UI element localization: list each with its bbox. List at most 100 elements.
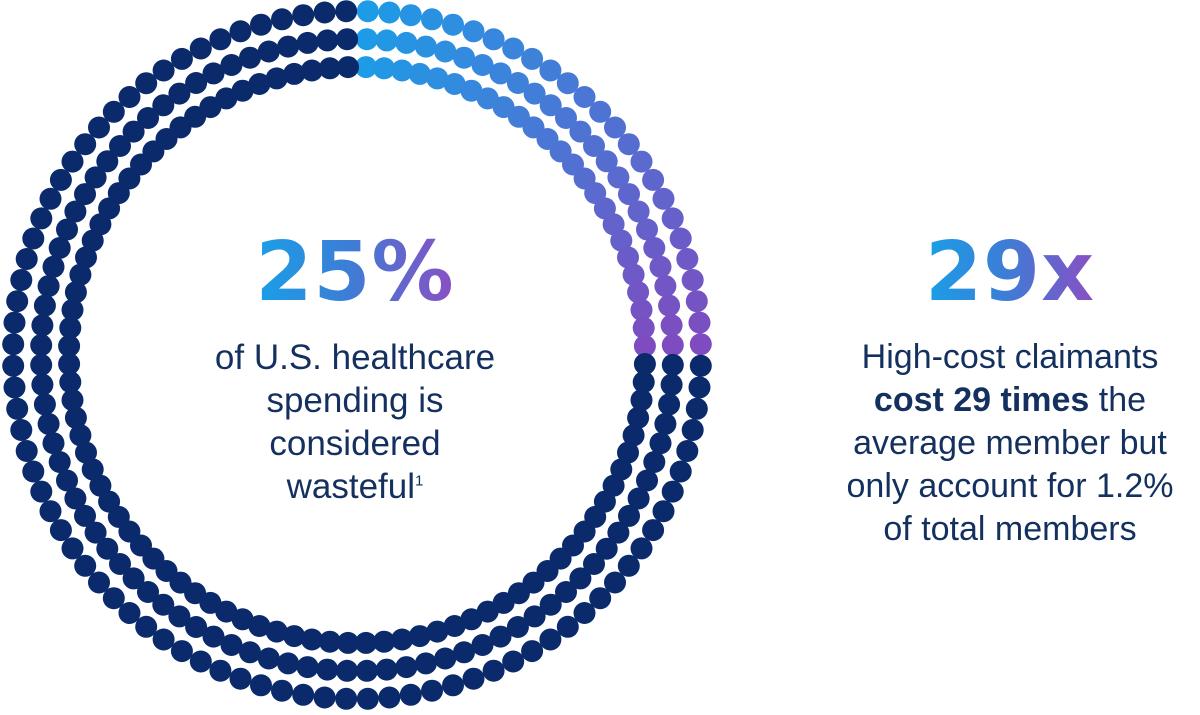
ring-dot — [296, 31, 319, 54]
ring-dot-highlighted — [595, 150, 618, 173]
ring-dot — [189, 650, 212, 673]
ring-dot — [30, 353, 53, 376]
ring-dot — [229, 20, 252, 43]
ring-dot — [482, 659, 505, 682]
ring-dot — [265, 67, 288, 90]
ring-dot-highlighted — [573, 86, 596, 108]
ring-dot-highlighted — [661, 207, 684, 230]
ring-dot — [185, 72, 208, 94]
ring-dot — [239, 641, 261, 664]
ring-dot — [39, 500, 62, 523]
ring-dot-highlighted — [356, 0, 379, 23]
ring-dot — [220, 54, 243, 76]
waste-line-3: considered — [269, 424, 441, 463]
waste-line-4-text: wasteful — [286, 467, 416, 506]
ring-dot-highlighted — [523, 82, 546, 105]
ring-dot — [15, 440, 38, 462]
claimant-stat: 29x High-cost claimants cost 29 times th… — [790, 232, 1200, 551]
ring-dot — [135, 72, 158, 95]
ring-dot — [589, 587, 612, 610]
ring-dot — [676, 440, 699, 462]
ring-dot — [56, 469, 78, 492]
ring-dot-highlighted — [669, 227, 692, 250]
ring-dot — [250, 13, 272, 36]
ring-dot-highlighted — [426, 67, 449, 90]
ring-dot — [661, 480, 684, 503]
ring-dot — [31, 314, 54, 337]
ring-dot — [335, 0, 358, 23]
ring-dot — [476, 600, 499, 623]
ring-dot — [48, 451, 71, 473]
ring-dot — [231, 608, 254, 631]
ring-dot — [539, 593, 562, 616]
ring-dot — [69, 424, 92, 447]
ring-dot — [654, 412, 677, 435]
ring-dot-highlighted — [630, 150, 653, 173]
ring-dot — [59, 371, 82, 394]
ring-dot-highlighted — [443, 73, 466, 95]
ring-dot — [33, 393, 56, 416]
ring-dot — [595, 537, 618, 560]
ring-dot — [652, 500, 675, 523]
ring-dot-highlighted — [462, 20, 485, 43]
ring-dot — [250, 674, 272, 697]
ring-dot — [627, 406, 650, 429]
ring-dot — [271, 679, 293, 702]
ring-dot — [6, 397, 29, 420]
ring-dot-highlighted — [618, 183, 640, 206]
ring-dot — [69, 263, 92, 286]
ring-dot — [669, 460, 692, 483]
ring-dot-highlighted — [442, 13, 464, 36]
ring-dot — [15, 248, 38, 270]
ring-dot — [658, 393, 681, 416]
ring-dot — [257, 647, 280, 670]
ring-dot-highlighted — [555, 107, 577, 129]
ring-dot — [681, 419, 704, 441]
ring-dot — [49, 168, 72, 191]
ring-dot — [471, 634, 494, 656]
ring-dot-highlighted — [652, 187, 675, 210]
ring-dot — [168, 82, 191, 105]
ring-dot — [109, 135, 131, 157]
ring-dot — [277, 35, 300, 58]
claimant-line-4: only account for 1.2% — [846, 467, 1174, 505]
ring-dot — [61, 537, 84, 560]
ring-dot — [583, 553, 605, 575]
ring-dot-highlighted — [607, 166, 630, 189]
ring-dot — [630, 537, 653, 560]
ring-dot — [688, 376, 711, 399]
ring-dot — [22, 460, 45, 483]
ring-dot-highlighted — [375, 29, 398, 52]
ring-dot — [22, 227, 45, 250]
ring-dot — [137, 107, 159, 129]
waste-stat: 25% of U.S. healthcare spending is consi… — [175, 232, 535, 508]
waste-percentage: 25% — [255, 225, 455, 320]
ring-dot — [185, 616, 208, 638]
ring-dot-highlighted — [556, 72, 579, 95]
ring-dot — [316, 29, 339, 52]
ring-dot — [313, 1, 336, 24]
waste-line-4: wasteful1 — [175, 465, 535, 508]
ring-dot — [30, 480, 53, 503]
ring-dot — [2, 333, 25, 356]
ring-dot-highlighted — [408, 62, 431, 85]
claimant-line-2: cost 29 times the — [790, 379, 1200, 422]
ring-dot — [202, 62, 225, 85]
ring-dot — [426, 620, 449, 643]
ring-dot — [373, 630, 396, 653]
ring-dot-highlighted — [689, 333, 712, 356]
ring-dot — [604, 571, 626, 594]
claimant-line-1: High-cost claimants — [861, 338, 1159, 376]
ring-dot-highlighted — [604, 116, 626, 139]
ring-dot — [292, 683, 315, 706]
ring-dot — [170, 640, 193, 663]
ring-dot-highlighted — [658, 294, 681, 317]
ring-dot — [75, 441, 97, 464]
ring-dot — [539, 628, 562, 651]
ring-dot-highlighted — [506, 72, 529, 94]
ring-dot-highlighted — [421, 8, 443, 31]
ring-dot — [633, 353, 656, 375]
ring-dot-highlighted — [482, 28, 505, 51]
ring-dot — [414, 652, 437, 675]
ring-dot-highlighted — [681, 269, 704, 291]
